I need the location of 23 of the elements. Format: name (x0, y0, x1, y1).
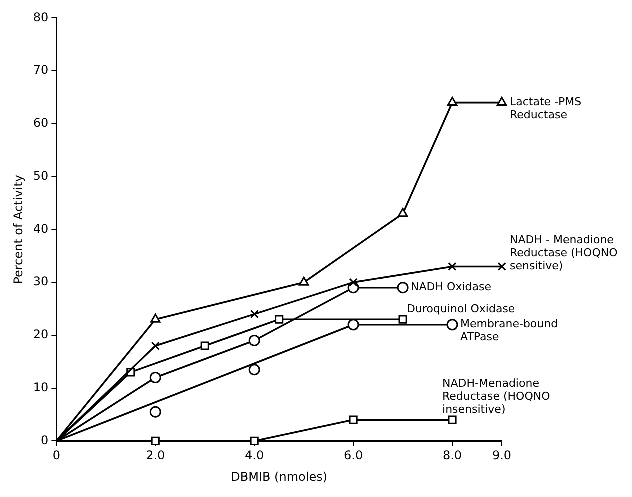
y-tick-label: 50 (33, 168, 49, 183)
x-tick-label: 8.0 (442, 448, 462, 463)
y-tick-label: 0 (41, 433, 49, 448)
series-label: Duroquinol Oxidase (407, 302, 516, 316)
x-tick-label: 6.0 (344, 448, 364, 463)
y-tick-label: 60 (33, 116, 49, 130)
x-tick-label: 4.0 (245, 448, 264, 463)
y-tick-label: 70 (33, 63, 49, 78)
y-tick-label: 20 (33, 328, 49, 342)
series-label: NADH Oxidase (411, 280, 492, 294)
y-tick-label: 30 (33, 274, 49, 289)
series-label: NADH-Menadione Reductase (HOQNO insensitive) (442, 376, 551, 416)
series-label: Membrane-bound ATPase (460, 318, 558, 344)
x-tick-label: 2.0 (146, 448, 166, 463)
x-tick-label: 0 (52, 448, 60, 463)
x-axis-title: DBMIB (nmoles) (231, 470, 328, 484)
y-axis-title: Percent of Activity (11, 175, 26, 284)
series-label: NADH - Menadione Reductase (HOQNO sensitive) (510, 234, 618, 273)
y-tick-label: 80 (33, 10, 49, 24)
y-tick-label: 10 (33, 380, 49, 394)
y-tick-label: 40 (33, 222, 49, 236)
series-label: Lactate -PMS Reductase (510, 96, 582, 122)
x-tick-label: 9.0 (492, 448, 512, 463)
